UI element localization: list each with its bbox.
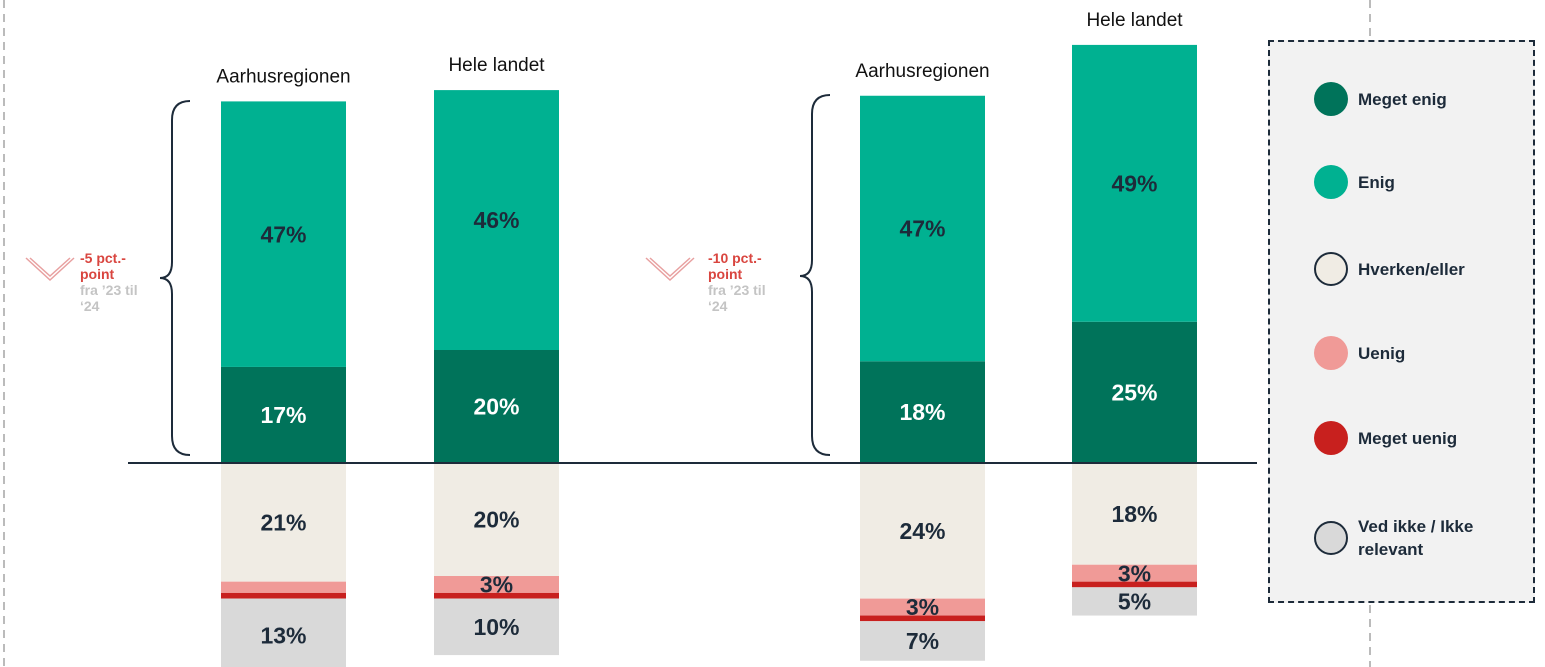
category-label: Aarhusregionen — [216, 66, 350, 87]
bar-segment — [221, 463, 346, 582]
down-chevron — [25, 257, 75, 282]
value-label: 17% — [260, 402, 306, 428]
bar-segment — [221, 598, 346, 667]
bar-segment — [860, 361, 985, 463]
legend-swatch — [1314, 521, 1348, 555]
legend-item: Uenig — [1314, 336, 1508, 370]
legend-label: Hverken/eller — [1358, 259, 1465, 279]
annotation: -5 pct.-point fra ’23 til ‘24 — [80, 250, 152, 314]
legend-swatch — [1314, 82, 1348, 116]
bar-segment — [434, 90, 559, 350]
value-label: 21% — [260, 509, 306, 535]
bar-segment — [1072, 587, 1197, 616]
bar-segment — [1072, 321, 1197, 463]
down-chevron — [645, 257, 695, 282]
value-label: 13% — [260, 622, 306, 648]
value-label: 24% — [899, 518, 945, 544]
bar-segment — [860, 615, 985, 622]
bar-segment — [860, 621, 985, 661]
value-label: 18% — [899, 399, 945, 425]
bar-segment — [434, 350, 559, 463]
bar-segment — [1072, 44, 1197, 322]
legend-swatch — [1314, 165, 1348, 199]
value-label: 18% — [1111, 501, 1157, 527]
value-label: 5% — [1118, 589, 1151, 615]
category-label: Hele landet — [448, 55, 545, 76]
legend-label: Ved ikke / Ikke relevant — [1358, 517, 1474, 559]
bar-segment — [860, 463, 985, 599]
bar-segment — [860, 598, 985, 616]
value-label: 49% — [1111, 170, 1157, 196]
value-label: 7% — [906, 628, 939, 654]
bar-segment — [221, 581, 346, 593]
legend: Meget enig Enig Hverken/eller Uenig Meget ue… — [1268, 40, 1535, 603]
value-label: 10% — [473, 614, 519, 640]
value-label: 25% — [1111, 379, 1157, 405]
bar-segment — [1072, 581, 1197, 588]
legend-swatch — [1314, 252, 1348, 286]
legend-item: Ved ikke / Ikke relevant — [1314, 515, 1508, 561]
legend-item: Meget enig — [1314, 82, 1508, 116]
value-label: 47% — [899, 216, 945, 242]
legend-label: Enig — [1358, 172, 1395, 192]
legend-item: Enig — [1314, 165, 1508, 199]
bar-segment — [434, 576, 559, 593]
legend-item: Meget uenig — [1314, 421, 1508, 455]
brace — [799, 94, 831, 456]
annotation: -10 pct.-point fra ’23 til ‘24 — [708, 250, 780, 314]
legend-swatch — [1314, 336, 1348, 370]
annotation-change: -5 pct.-point — [80, 250, 126, 282]
annotation-period: fra ’23 til ‘24 — [80, 282, 138, 314]
legend-label: Meget enig — [1358, 89, 1447, 109]
bar-segment — [221, 101, 346, 367]
value-label: 47% — [260, 221, 306, 247]
annotation-change: -10 pct.-point — [708, 250, 762, 282]
annotation-period: fra ’23 til ‘24 — [708, 282, 766, 314]
bar-segment — [1072, 463, 1197, 565]
bar-segment — [1072, 564, 1197, 582]
category-label: Hele landet — [1086, 10, 1183, 31]
brace — [159, 100, 191, 456]
legend-swatch — [1314, 421, 1348, 455]
category-label: Aarhusregionen — [855, 61, 989, 82]
legend-label: Meget uenig — [1358, 428, 1458, 448]
value-label: 20% — [473, 394, 519, 420]
bar-segment — [860, 95, 985, 362]
bar-segment — [434, 463, 559, 576]
value-label: 46% — [473, 207, 519, 233]
bar-segment — [221, 592, 346, 599]
bar-segment — [221, 366, 346, 463]
bar-segment — [434, 592, 559, 599]
value-label: 20% — [473, 507, 519, 533]
legend-item: Hverken/eller — [1314, 252, 1508, 286]
bar-segment — [434, 598, 559, 656]
legend-label: Uenig — [1358, 343, 1406, 363]
